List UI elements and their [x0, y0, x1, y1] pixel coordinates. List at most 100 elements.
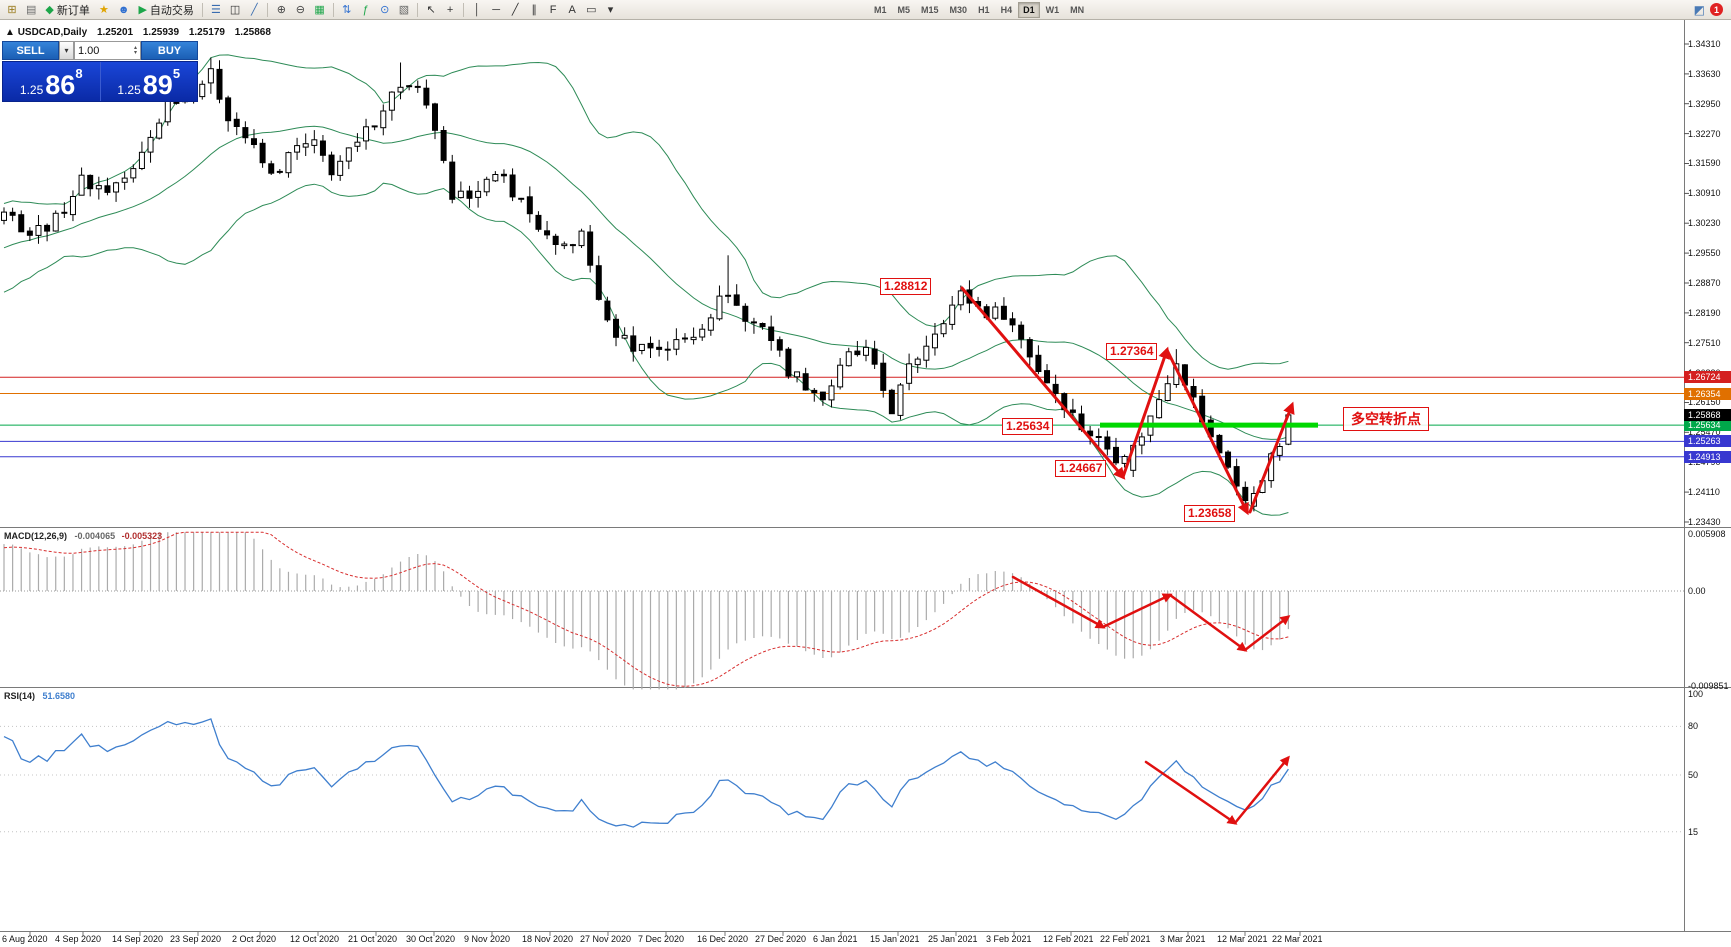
date-label: 16 Dec 2020 — [697, 934, 749, 944]
date-label: 3 Feb 2021 — [986, 934, 1032, 944]
date-label: 9 Nov 2020 — [464, 934, 511, 944]
timeframe-m30[interactable]: M30 — [945, 2, 973, 18]
volume-spinner[interactable]: ▴ ▾ — [134, 45, 137, 56]
tile-windows-button[interactable]: ▦ — [310, 1, 328, 18]
sell-button[interactable]: SELL — [2, 41, 59, 60]
autotrade-button[interactable]: ▶ 自动交易 — [134, 1, 197, 18]
time-axis[interactable]: 6 Aug 2020 4 Sep 2020 14 Sep 2020 23 Sep 20… — [0, 932, 1731, 947]
cycles-icon: ⊙ — [380, 4, 390, 16]
price-tick: 1.30230 — [1688, 218, 1721, 229]
chart-canvas[interactable] — [0, 20, 1731, 947]
price-level-label: 1.25634 — [1684, 419, 1731, 432]
profiles-icon: ▤ — [26, 4, 37, 16]
templates-button[interactable]: ▧ — [395, 1, 413, 18]
buy-button[interactable]: BUY — [141, 41, 198, 60]
zoom-in-button[interactable]: ⊕ — [272, 1, 290, 18]
timeframe-m1[interactable]: M1 — [869, 2, 892, 18]
price-annotation[interactable]: 1.25634 — [1002, 418, 1054, 435]
one-click-trading-panel: SELL ▾ 1.00 ▴ ▾ BUY 1.25 86 8 1.25 89 5 — [2, 41, 198, 102]
ohlc-low: 1.25179 — [188, 27, 225, 38]
date-label: 12 Oct 2020 — [290, 934, 340, 944]
order-options-dropdown[interactable]: ▾ — [59, 41, 74, 60]
horizontal-line-button[interactable]: ─ — [487, 1, 505, 18]
timeframe-m5[interactable]: M5 — [893, 2, 916, 18]
price-annotation[interactable]: 1.24667 — [1055, 460, 1107, 477]
price-tick: 1.28870 — [1688, 277, 1721, 288]
vertical-line-button[interactable]: │ — [468, 1, 486, 18]
cursor-button[interactable]: ↖ — [422, 1, 440, 18]
sell-price[interactable]: 1.25 86 8 — [3, 62, 101, 101]
date-label: 6 Jan 2021 — [813, 934, 858, 944]
fibonacci-icon: F — [549, 3, 557, 16]
cursor-icon: ↖ — [426, 4, 436, 16]
price-annotation[interactable]: 1.27364 — [1106, 343, 1158, 360]
new-chart-button[interactable]: ⊞ — [3, 1, 21, 18]
indicators-button[interactable]: ƒ — [357, 1, 375, 18]
crosshair-icon: + — [446, 3, 454, 16]
zoom-out-button[interactable]: ⊖ — [291, 1, 309, 18]
toolbar-separator — [463, 2, 465, 17]
shapes-dropdown-button[interactable]: ▾ — [602, 1, 620, 18]
fibonacci-button[interactable]: F — [544, 1, 562, 18]
price-axis[interactable]: 1.34310 1.33630 1.32950 1.32270 1.31590 1.309… — [1684, 20, 1731, 931]
panel-toggle-icon[interactable]: ◩ — [1693, 2, 1705, 17]
arrange-icon: ⇅ — [342, 4, 352, 16]
ohlc-open: 1.25201 — [96, 27, 134, 38]
profiles-button[interactable]: ▤ — [22, 1, 40, 18]
price-tick: 50 — [1688, 770, 1699, 780]
label-icon: ▭ — [586, 4, 597, 16]
timeframe-m15[interactable]: M15 — [916, 2, 944, 18]
rsi-name: RSI(14) — [4, 691, 36, 701]
date-label: 4 Sep 2020 — [55, 934, 102, 944]
buy-price-sup: 5 — [172, 66, 181, 81]
macd-indicator-label: MACD(12,26,9) -0.004065 -0.005323 — [4, 531, 162, 541]
chart-line-button[interactable]: ╱ — [245, 1, 263, 18]
price-tick: 1.29550 — [1688, 248, 1721, 259]
channel-button[interactable]: ∥ — [525, 1, 543, 18]
date-label: 30 Oct 2020 — [406, 934, 456, 944]
chart-candles-button[interactable]: ◫ — [226, 1, 244, 18]
volume-input[interactable]: 1.00 ▴ ▾ — [74, 41, 141, 60]
symbol-title: USDCAD,Daily — [17, 27, 88, 38]
community-button[interactable]: ☻ — [114, 1, 134, 18]
buy-price-big: 89 — [142, 70, 173, 100]
price-level-label: 1.24913 — [1684, 450, 1731, 463]
mql5-button[interactable]: ★ — [95, 1, 113, 18]
date-label: 27 Dec 2020 — [755, 934, 807, 944]
community-icon: ☻ — [117, 3, 130, 16]
price-tick: 1.33630 — [1688, 68, 1721, 79]
price-tick: 80 — [1688, 721, 1699, 732]
crosshair-button[interactable]: + — [441, 1, 459, 18]
notification-badge[interactable]: 1 — [1710, 3, 1723, 16]
autotrade-label: 自动交易 — [149, 4, 194, 17]
arrange-button[interactable]: ⇅ — [338, 1, 356, 18]
price-annotation[interactable]: 1.28812 — [880, 278, 932, 295]
toolbar-right-icons: ◩ — [1694, 3, 1705, 17]
horizontal-line-icon: ─ — [492, 3, 501, 16]
new-order-button[interactable]: ◆ 新订单 — [41, 1, 93, 18]
timeframe-toolbar: M1 M5 M15 M30 H1 H4 D1 W1 MN — [869, 1, 1089, 18]
cycles-button[interactable]: ⊙ — [376, 1, 394, 18]
buy-price[interactable]: 1.25 89 5 — [101, 62, 198, 101]
date-label: 15 Jan 2021 — [870, 934, 920, 944]
price-annotation[interactable]: 1.23658 — [1184, 505, 1236, 522]
timeframe-mn[interactable]: MN — [1065, 2, 1089, 18]
text-button[interactable]: A — [563, 1, 581, 18]
timeframe-w1[interactable]: W1 — [1041, 2, 1065, 18]
timeframe-h1[interactable]: H1 — [973, 2, 995, 18]
main-toolbar: ⊞ ▤ ◆ 新订单 ★ ☻ ▶ 自动交易 ☰ ◫ ╱ ⊕ ⊖ ▦ ⇅ ƒ ⊙ ▧ ↖ + │ ─ ╱ ∥ F A ▭ ▾ M1 M5 M1… — [0, 0, 1731, 20]
text-icon: A — [568, 3, 576, 16]
price-tick: 1.31590 — [1688, 158, 1721, 169]
price-tick: 0.005908 — [1688, 529, 1726, 540]
channel-icon: ∥ — [531, 4, 537, 16]
label-button[interactable]: ▭ — [582, 1, 600, 18]
timeframe-h4[interactable]: H4 — [996, 2, 1018, 18]
turning-point-note[interactable]: 多空转折点 — [1343, 407, 1429, 431]
timeframe-d1[interactable]: D1 — [1018, 1, 1040, 18]
trendline-button[interactable]: ╱ — [506, 1, 524, 18]
zoom-out-icon: ⊖ — [295, 4, 305, 16]
rsi-indicator-label: RSI(14) 51.6580 — [4, 691, 75, 701]
price-tick: 100 — [1688, 689, 1704, 699]
trendline-icon: ╱ — [511, 4, 519, 16]
chart-bars-button[interactable]: ☰ — [207, 1, 225, 18]
